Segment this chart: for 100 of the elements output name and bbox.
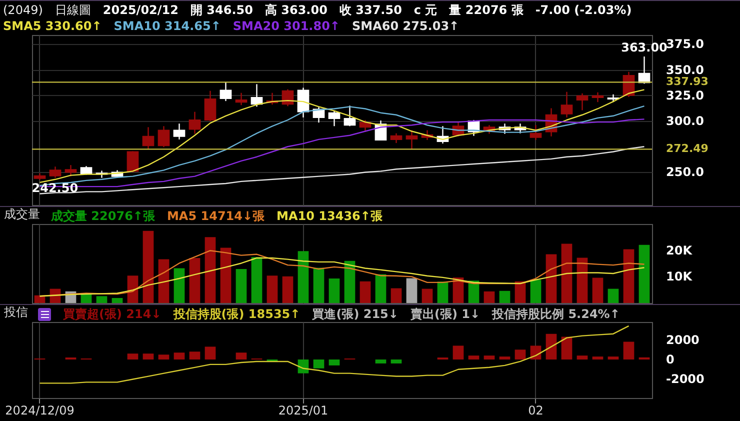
bar — [251, 257, 262, 303]
candlestick — [530, 124, 542, 141]
bar — [112, 298, 123, 303]
bar — [530, 280, 542, 303]
bar — [514, 350, 526, 360]
candlestick — [592, 92, 604, 103]
text: 買進(張) 215↓ — [312, 306, 398, 322]
bar — [189, 258, 200, 303]
bar — [204, 237, 216, 303]
bar — [158, 259, 170, 303]
candlestick — [173, 122, 186, 140]
bar — [313, 268, 324, 303]
text: 買賣超(張) 214↓ — [63, 306, 162, 322]
bar — [608, 356, 619, 360]
bar — [127, 354, 138, 360]
bar — [561, 244, 572, 303]
bar — [174, 352, 185, 360]
bar — [499, 356, 510, 360]
chart-title: 投信 — [3, 305, 28, 319]
bar — [638, 357, 650, 360]
bar — [623, 249, 634, 303]
bar — [282, 276, 294, 303]
bar — [142, 230, 154, 303]
text: 高 363.00 — [264, 2, 328, 18]
y-tick-label: 20K — [666, 243, 693, 258]
text: MA10 13436↑張 — [276, 208, 382, 224]
bar — [220, 248, 232, 303]
bar — [236, 352, 247, 360]
chart-title: (2049) — [3, 2, 43, 18]
bar — [375, 360, 386, 364]
bar — [437, 282, 448, 303]
series-label: 成交量 22076↑張 — [51, 208, 155, 224]
bar — [406, 278, 418, 303]
y-tick-label: -2000 — [666, 372, 704, 386]
text: SMA5 330.60↑ — [3, 18, 102, 34]
text: c 元 — [414, 2, 438, 18]
candlestick — [158, 126, 170, 148]
bar — [174, 268, 185, 303]
bar — [328, 360, 340, 366]
text: SMA10 314.65↑ — [114, 18, 221, 34]
bar — [96, 296, 108, 303]
bar — [142, 354, 154, 360]
bar — [390, 288, 402, 303]
candlestick — [328, 110, 340, 127]
chart-subtitle: 日線圖 — [54, 2, 91, 18]
y-tick-label: 0 — [666, 352, 674, 367]
bar — [576, 356, 588, 360]
bar — [592, 278, 604, 303]
candlestick — [390, 132, 402, 144]
bar — [638, 244, 650, 303]
bar — [298, 251, 309, 303]
annotation: 363.00 — [621, 40, 668, 55]
bar — [546, 334, 557, 360]
text: 收 337.50 — [339, 2, 402, 18]
ref-line-label: 272.49 — [666, 142, 708, 156]
text: SMA60 275.03↑ — [352, 18, 460, 34]
candlestick — [576, 92, 588, 111]
bar — [561, 336, 572, 360]
bar — [592, 356, 604, 360]
candlestick — [220, 82, 232, 102]
candlestick — [49, 166, 62, 178]
bar — [484, 291, 495, 303]
y-tick-label: 350.0 — [666, 62, 704, 77]
chart-title: 成交量 — [4, 207, 40, 221]
text: 量 22076 張 — [449, 2, 524, 18]
candlestick — [142, 126, 154, 150]
candlestick — [64, 164, 77, 177]
bar — [266, 276, 278, 303]
bar — [189, 352, 200, 360]
bar — [375, 274, 386, 303]
candlestick — [126, 150, 139, 173]
y-tick-label: 2000 — [666, 332, 700, 347]
bar — [452, 346, 464, 360]
line-series — [39, 325, 630, 384]
x-tick-label: 02 — [528, 404, 544, 418]
text: 投信持股(張) 18535↑ — [173, 306, 300, 322]
bar — [236, 269, 247, 303]
text: 2025/02/12 — [102, 2, 178, 18]
y-tick-label: 300.0 — [666, 114, 704, 128]
candlestick — [560, 91, 573, 118]
x-tick-label: 2025/01 — [278, 404, 328, 418]
bar — [80, 294, 92, 303]
line-series — [39, 257, 645, 297]
candlestick — [406, 130, 418, 150]
y-tick-label: 10K — [666, 270, 693, 284]
bar — [328, 278, 340, 303]
bar — [484, 356, 495, 360]
candlestick — [188, 111, 201, 134]
bar — [390, 360, 402, 364]
candlestick — [344, 105, 356, 127]
bar — [499, 290, 510, 303]
bar — [360, 281, 371, 303]
bar — [204, 346, 216, 360]
bar — [608, 288, 619, 303]
text: 投信持股比例 5.24%↑ — [492, 306, 620, 322]
x-tick-label: 2024/12/09 — [5, 404, 74, 418]
candlestick — [204, 90, 216, 122]
bar — [344, 260, 356, 303]
ref-line-label: 337.93 — [666, 75, 708, 88]
candlestick — [235, 92, 248, 106]
